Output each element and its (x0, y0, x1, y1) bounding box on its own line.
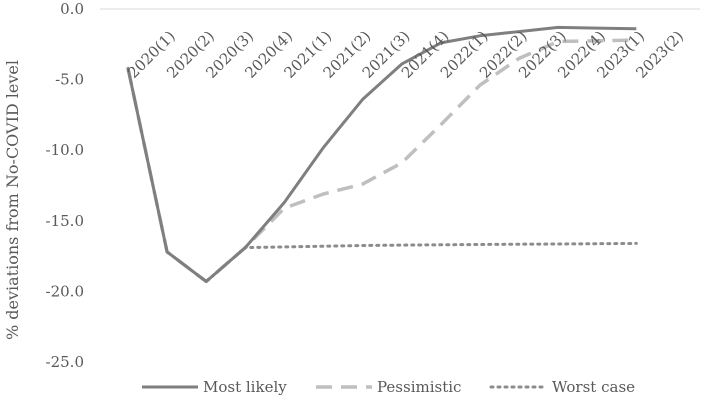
x-axis-ticks: 2020(1)2020(2)2020(3)2020(4)2021(1)2021(… (124, 27, 687, 82)
y-axis-label: % deviations from No-COVID level (3, 60, 22, 340)
series-line-worst-case (126, 66, 638, 283)
y-tick-label: -5.0 (55, 71, 84, 89)
y-tick-label: 0.0 (60, 0, 84, 18)
y-tick-label: -10.0 (46, 141, 84, 159)
legend-label: Most likely (203, 378, 287, 396)
y-tick-label: -15.0 (46, 212, 84, 230)
y-tick-label: -25.0 (46, 353, 84, 371)
legend-label: Worst case (552, 378, 635, 396)
y-tick-label: -20.0 (46, 282, 84, 300)
legend-label: Pessimistic (377, 378, 461, 396)
series-line-pessimistic (126, 38, 637, 284)
legend: Most likely Pessimistic Worst case (142, 378, 635, 396)
series-layer (126, 25, 638, 284)
y-axis-ticks: 0.0 -5.0 -10.0 -15.0 -20.0 -25.0 (46, 0, 84, 371)
series-line-most-likely (126, 25, 637, 283)
